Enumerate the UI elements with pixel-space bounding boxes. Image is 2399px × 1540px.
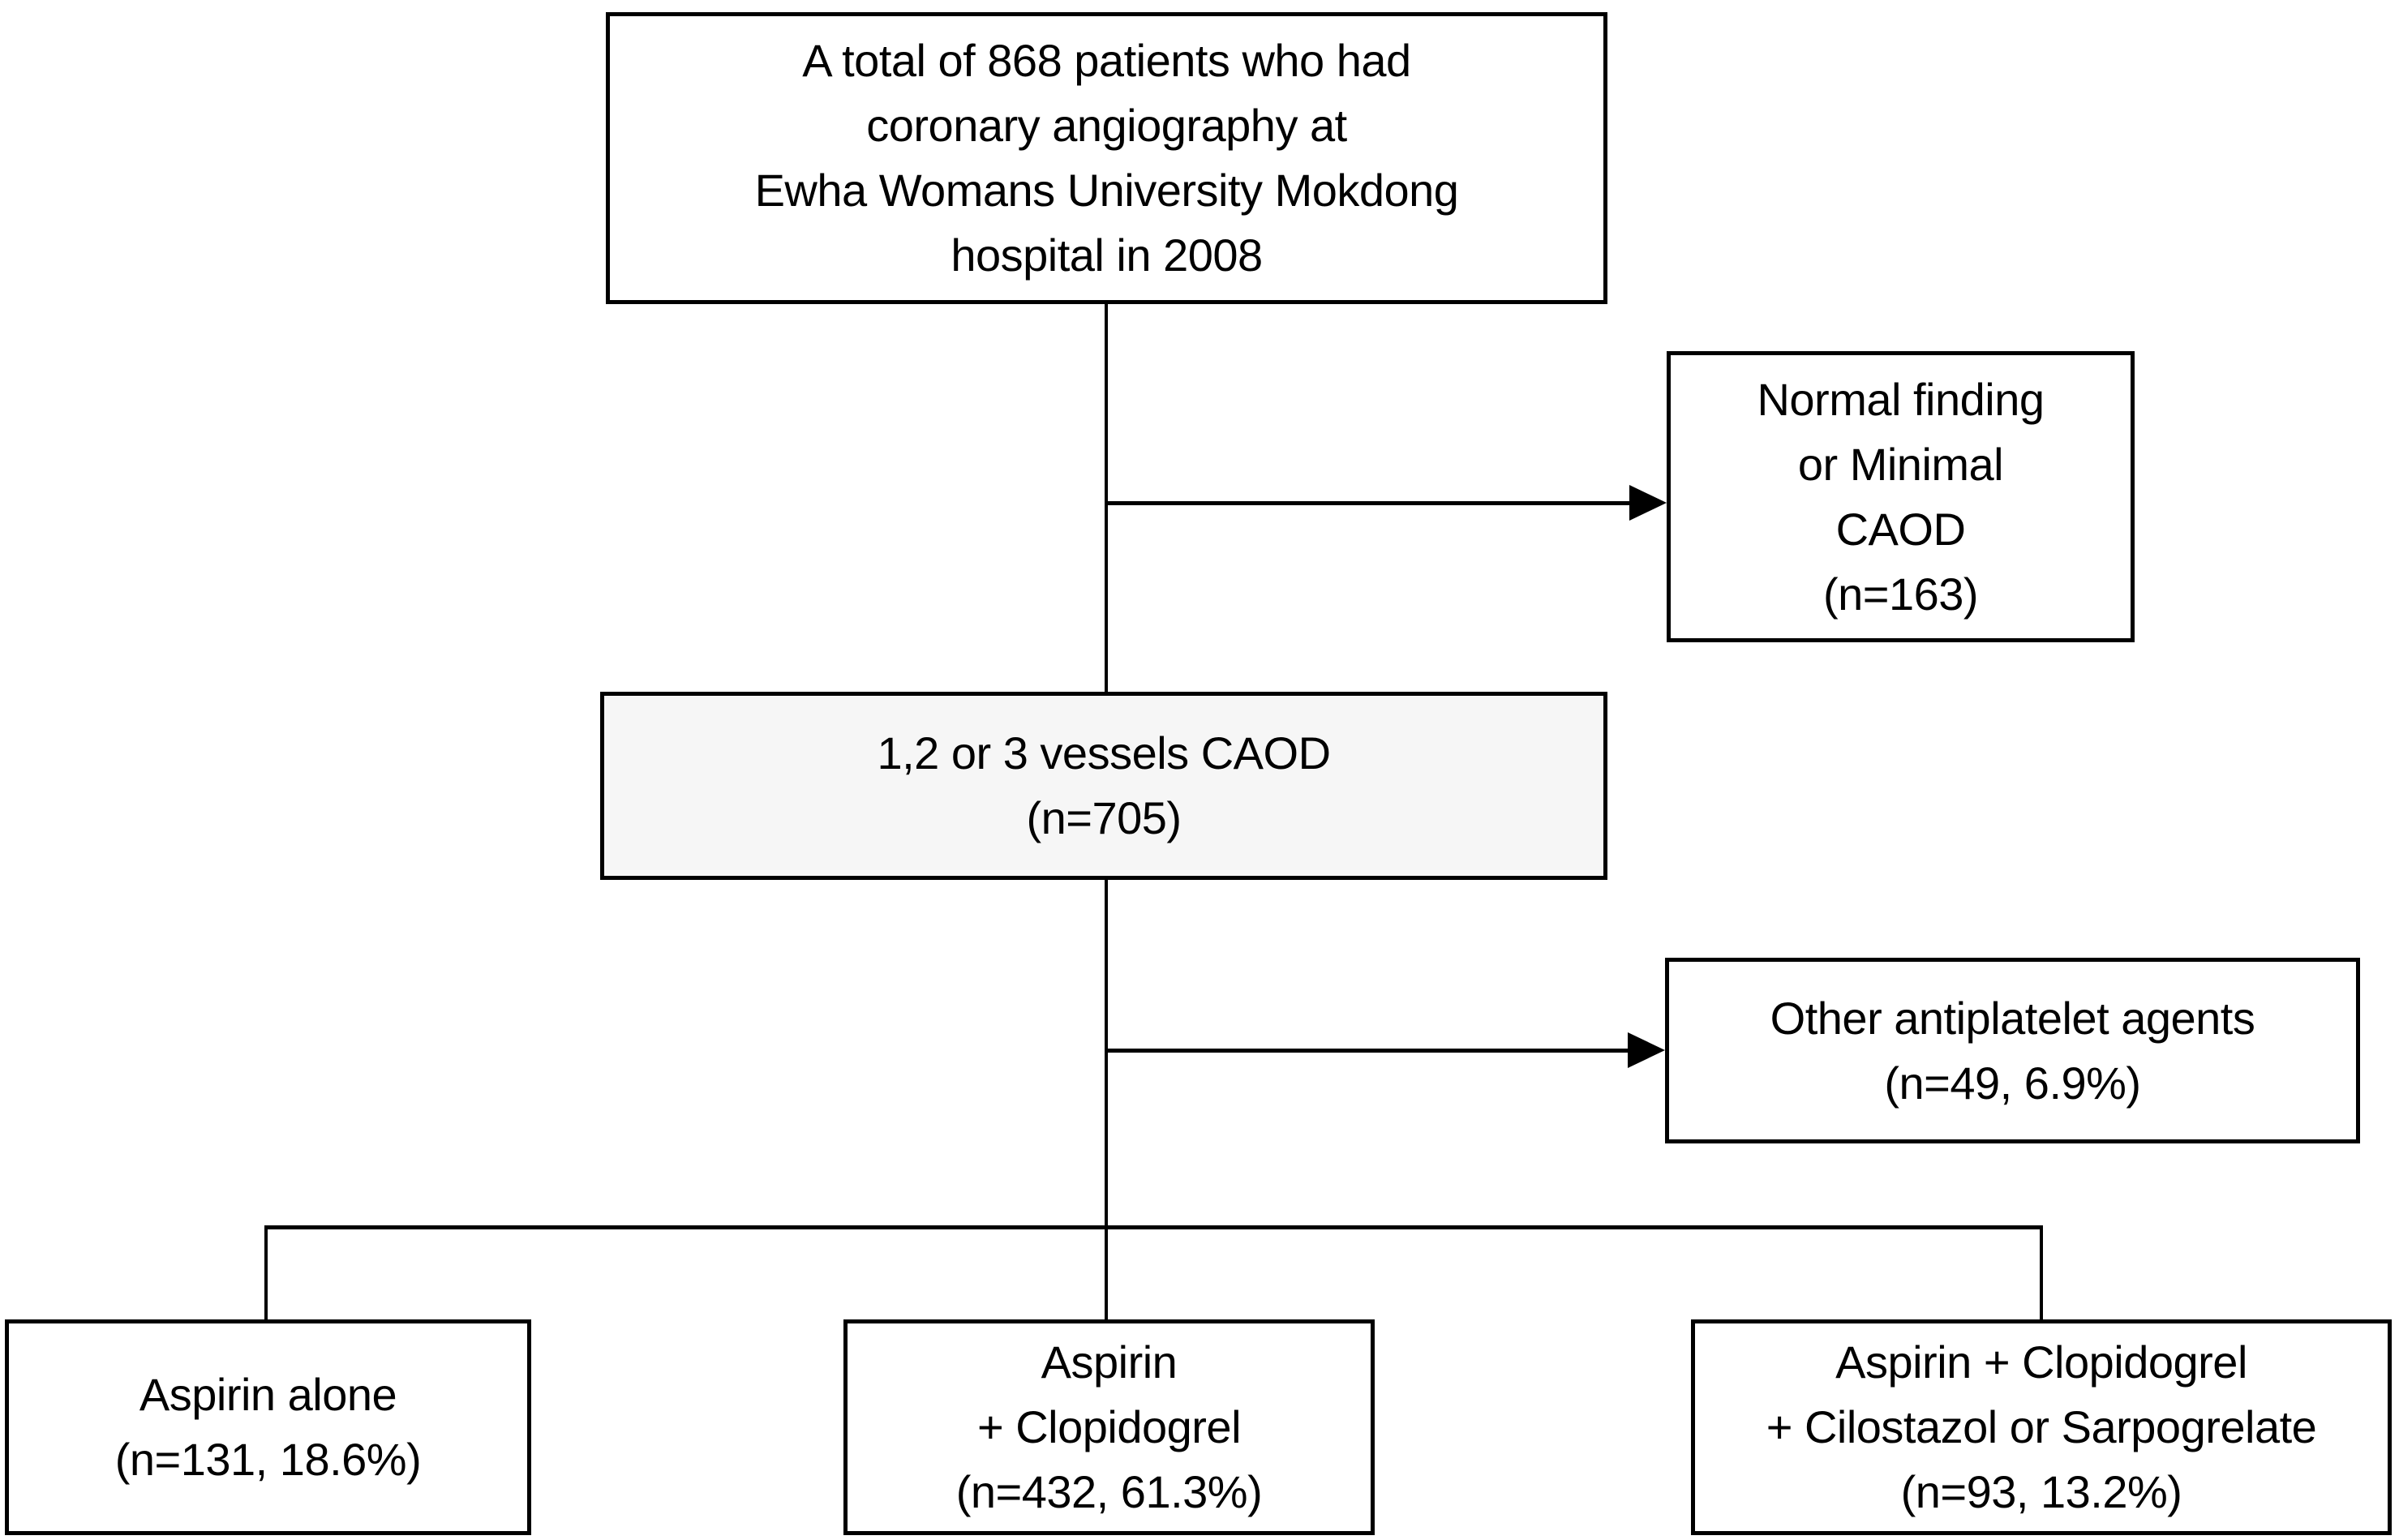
arrow-to-other-agents-head [1628,1032,1665,1068]
box-total-patients: A total of 868 patients who had coronary… [606,12,1607,304]
text-line: coronary angiography at [866,100,1347,151]
text-line: (n=49, 6.9%) [1884,1057,2141,1109]
text-line: + Clopidogrel [976,1401,1242,1452]
box-vessels-caod: 1,2 or 3 vessels CAOD (n=705) [600,692,1607,880]
text-line: Aspirin alone [139,1369,397,1420]
text-line: Other antiplatelet agents [1770,992,2255,1044]
text-line: (n=705) [1026,792,1182,843]
text-line: + Cilostazol or Sarpogrelate [1766,1401,2317,1452]
branch-drop-aspirin-alone [264,1225,268,1319]
text-line: 1,2 or 3 vessels CAOD [877,727,1331,779]
connector-vessels-to-bottom-row [1105,880,1108,1319]
text-line: A total of 868 patients who had [802,35,1411,86]
text-line: CAOD [1835,503,1966,555]
box-aspirin-alone: Aspirin alone (n=131, 18.6%) [5,1319,531,1535]
text-line: (n=163) [1822,568,1979,620]
arrow-to-normal-finding-head [1629,485,1667,521]
connector-total-to-vessels [1105,304,1108,692]
text-line: Ewha Womans University Mokdong [754,165,1459,216]
text-line: (n=432, 61.3%) [955,1466,1263,1517]
text-line: or Minimal [1797,438,2004,490]
arrow-to-other-agents-shaft [1105,1049,1630,1053]
text-line: Aspirin + Clopidogrel [1835,1336,2247,1388]
text-line: (n=93, 13.2%) [1900,1466,2182,1517]
branch-horizontal-line [264,1225,2043,1229]
text-line: Aspirin [1041,1336,1178,1388]
text-line: (n=131, 18.6%) [114,1434,422,1485]
branch-drop-triple-therapy [2040,1225,2043,1319]
text-line: hospital in 2008 [951,229,1263,281]
box-triple-therapy: Aspirin + Clopidogrel + Cilostazol or Sa… [1691,1319,2392,1535]
arrow-to-normal-finding-shaft [1105,501,1632,505]
box-aspirin-clopidogrel: Aspirin + Clopidogrel (n=432, 61.3%) [843,1319,1375,1535]
box-other-antiplatelet-agents: Other antiplatelet agents (n=49, 6.9%) [1665,958,2360,1143]
box-normal-finding: Normal finding or Minimal CAOD (n=163) [1667,351,2135,642]
text-line: Normal finding [1757,373,2045,425]
